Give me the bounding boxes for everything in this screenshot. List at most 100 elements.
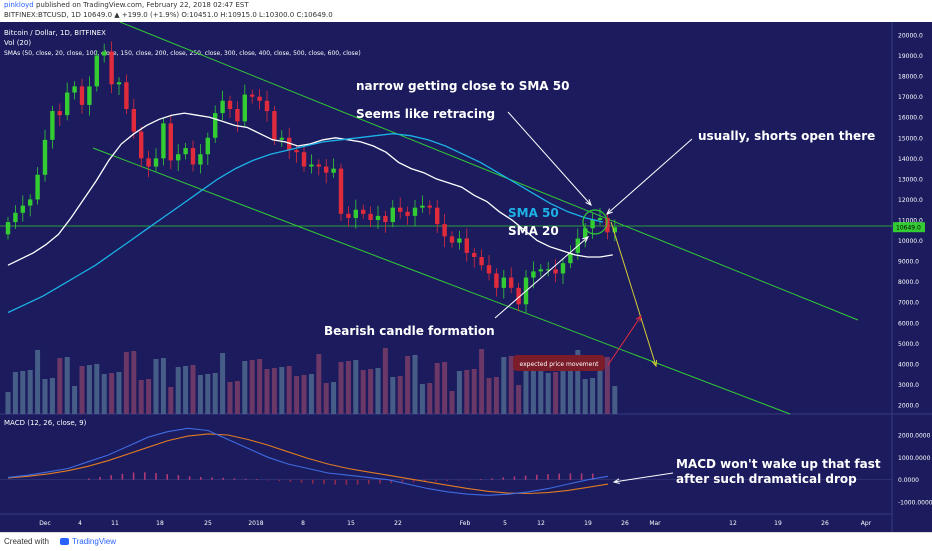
candle-body: [479, 257, 484, 266]
volume-bar: [449, 391, 455, 414]
arrow-macd-head: [612, 478, 620, 484]
volume-bar: [160, 358, 166, 414]
candle-layer: [5, 41, 617, 314]
macd-histogram-bar: [457, 479, 460, 481]
candle-body: [494, 273, 499, 288]
candle-body: [361, 209, 366, 214]
time-tick-label: 19: [584, 520, 592, 527]
candle-body: [405, 211, 410, 216]
tradingview-logo[interactable]: TradingView: [60, 537, 116, 546]
candle-body: [560, 263, 566, 274]
price-chart-svg[interactable]: Bitcoin / Dollar, 1D, BITFINEX Vol (20) …: [0, 21, 932, 532]
arrow-projection: [610, 221, 657, 367]
legend-smas: SMAs (50, close, 20, close, 100, close, …: [4, 50, 361, 57]
arrow-expected-head: [635, 314, 642, 322]
volume-bar: [49, 378, 55, 414]
arrow-retracing: [507, 111, 592, 206]
volume-bar: [538, 363, 544, 414]
volume-bar: [308, 374, 314, 414]
author-link[interactable]: pinkloyd: [4, 1, 34, 9]
candle-body: [116, 82, 122, 85]
price-tick-label: 16000.0: [898, 115, 923, 122]
candle-body: [516, 287, 521, 305]
tradingview-brand: TradingView: [72, 537, 117, 546]
annotation-narrow: narrow getting close to SMA 50: [356, 79, 569, 93]
candle-body: [368, 213, 373, 220]
publish-date: published on TradingView.com, February 2…: [35, 1, 249, 9]
price-tick-label: 4000.0: [898, 361, 919, 368]
candle-body: [87, 86, 92, 105]
price-tick-label: 12000.0: [898, 197, 923, 204]
volume-bar: [227, 382, 233, 414]
candle-body: [316, 164, 321, 167]
volume-bar: [331, 382, 337, 414]
tradingview-logo-icon: [60, 538, 69, 545]
volume-bar: [456, 371, 462, 414]
label-sma20: SMA 20: [508, 224, 559, 238]
volume-bar: [27, 370, 33, 414]
candle-body: [435, 207, 440, 225]
time-tick-label: 2018: [248, 520, 263, 527]
price-tick-label: 5000.0: [898, 341, 919, 348]
volume-bar: [271, 368, 277, 414]
macd-histogram-bar: [424, 479, 426, 482]
arrow-bearish-head: [582, 236, 589, 243]
volume-bar: [405, 356, 411, 414]
macd-signal-line: [7, 433, 609, 495]
annotation-retracing: Seems like retracing: [356, 107, 495, 121]
macd-histogram-bar: [412, 479, 415, 483]
time-tick-label: Mar: [649, 520, 661, 527]
candle-body: [168, 123, 173, 161]
annotation-layer: narrow getting close to SMA 50 Seems like…: [324, 79, 881, 486]
time-tick-label: 12: [729, 520, 737, 527]
macd-histogram-bar: [300, 479, 303, 483]
candle-body: [383, 215, 388, 223]
candle-body: [183, 148, 188, 155]
candle-body: [612, 227, 617, 233]
macd-histogram-bar: [446, 479, 448, 482]
macd-histogram-bar: [211, 477, 213, 480]
candle-body: [50, 111, 55, 140]
macd-histogram-bar: [244, 478, 247, 480]
candle-body: [35, 174, 40, 200]
price-tick-label: 20000.0: [898, 33, 923, 40]
volume-bar: [604, 357, 610, 414]
volume-bar: [72, 386, 78, 414]
volume-bar: [146, 379, 152, 414]
candle-body: [20, 205, 25, 213]
axis-layer: 20000.0 19000.0 18000.0 17000.0 16000.0 15000…: [39, 33, 932, 528]
candle-body: [301, 152, 307, 167]
sma20-line: [7, 112, 613, 266]
candle-body: [412, 207, 418, 216]
candle-body: [131, 109, 136, 132]
candle-body: [153, 158, 159, 167]
volume-bar: [323, 383, 329, 414]
volume-bar: [597, 358, 603, 414]
macd-histogram-bar: [345, 479, 348, 485]
volume-bar: [42, 379, 48, 414]
volume-bar: [464, 370, 470, 414]
volume-bar: [116, 372, 122, 414]
macd-histogram-bar: [468, 479, 471, 481]
volume-bar: [508, 356, 514, 414]
chart-area[interactable]: Bitcoin / Dollar, 1D, BITFINEX Vol (20) …: [0, 21, 932, 532]
time-tick-label: Feb: [460, 520, 471, 527]
macd-histogram-bar: [558, 473, 560, 480]
time-tick-label: 18: [156, 520, 164, 527]
volume-bar: [35, 350, 41, 414]
price-tick-label: 2000.0: [898, 403, 919, 410]
macd-histogram-bar: [144, 472, 146, 480]
candle-body: [420, 205, 425, 208]
macd-histogram-bar: [524, 475, 527, 480]
label-sma50: SMA 50: [508, 206, 559, 220]
price-tick-label: 8000.0: [898, 279, 919, 286]
volume-bar: [109, 373, 115, 414]
candle-body: [457, 238, 462, 243]
candle-body: [272, 111, 277, 140]
volume-bar: [493, 377, 499, 414]
price-tick-label: 15000.0: [898, 135, 923, 142]
time-tick-label: 26: [621, 520, 629, 527]
volume-bar: [138, 380, 144, 414]
volume-bar: [20, 371, 26, 414]
time-tick-label: 19: [774, 520, 782, 527]
